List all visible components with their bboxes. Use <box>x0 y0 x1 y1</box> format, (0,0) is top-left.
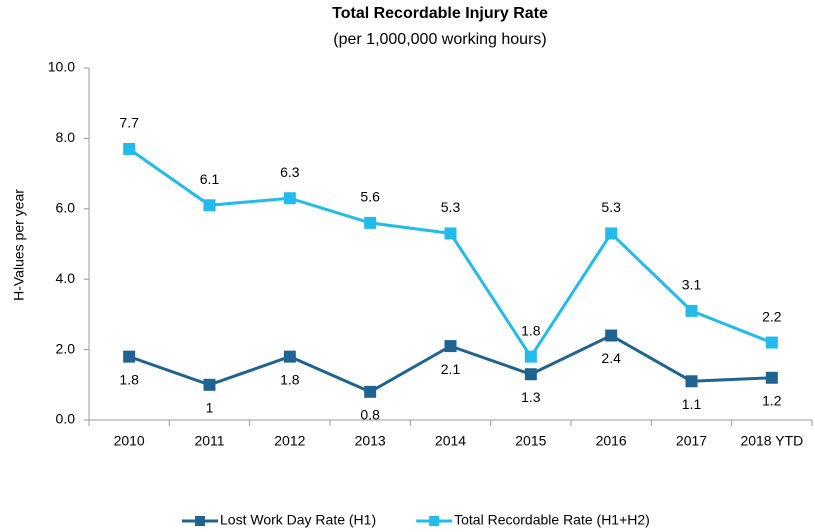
data-label: 5.3 <box>601 199 621 215</box>
point <box>685 375 698 388</box>
point <box>364 216 377 229</box>
x-tick-label: 2014 <box>435 433 466 449</box>
x-tick-label: 2018 YTD <box>740 433 803 449</box>
legend-marker <box>429 516 440 526</box>
point <box>364 385 377 398</box>
point <box>765 371 778 384</box>
y-tick-label: 0.0 <box>56 411 76 427</box>
y-tick-label: 10.0 <box>48 59 75 75</box>
data-label: 1 <box>206 400 214 416</box>
x-tick-label: 2010 <box>114 433 145 449</box>
chart-title: Total Recordable Injury Rate <box>332 5 548 22</box>
data-label: 1.8 <box>521 322 541 338</box>
data-label: 1.2 <box>762 392 782 408</box>
data-label: 1.3 <box>521 389 541 405</box>
data-label: 6.1 <box>200 171 220 187</box>
y-tick-label: 6.0 <box>56 200 76 216</box>
point <box>444 227 457 240</box>
legend-label: Total Recordable Rate (H1+H2) <box>454 512 650 528</box>
point <box>524 350 537 363</box>
point <box>605 329 618 342</box>
data-label: 0.8 <box>360 407 380 423</box>
point <box>123 142 136 155</box>
data-label: 6.3 <box>280 164 300 180</box>
series-line <box>128 147 773 360</box>
x-tick-label: 2013 <box>355 433 386 449</box>
chart-subtitle: (per 1,000,000 working hours) <box>333 31 546 48</box>
data-label: 3.1 <box>682 277 702 293</box>
x-tick-label: 2012 <box>274 433 305 449</box>
y-axis-label: H-Values per year <box>11 189 27 301</box>
point <box>283 350 296 363</box>
point <box>283 192 296 205</box>
data-label: 2.1 <box>441 361 461 377</box>
point <box>605 227 618 240</box>
x-tick-label: 2016 <box>596 433 627 449</box>
point <box>765 336 778 349</box>
point <box>524 368 537 381</box>
point <box>203 378 216 391</box>
x-tick-label: 2015 <box>515 433 546 449</box>
y-tick-label: 4.0 <box>56 270 76 286</box>
legend-label: Lost Work Day Rate (H1) <box>220 512 376 528</box>
point <box>123 350 136 363</box>
data-label: 1.1 <box>682 396 702 412</box>
y-tick-label: 2.0 <box>56 340 76 356</box>
data-label: 1.8 <box>280 371 300 387</box>
data-label: 5.6 <box>360 189 380 205</box>
data-label: 1.8 <box>119 371 139 387</box>
data-label: 2.4 <box>601 350 621 366</box>
y-tick-label: 8.0 <box>56 129 76 145</box>
point <box>685 304 698 317</box>
point <box>203 199 216 212</box>
data-label: 5.3 <box>441 199 461 215</box>
x-tick-label: 2017 <box>676 433 707 449</box>
data-label: 7.7 <box>119 115 139 131</box>
data-label: 2.2 <box>762 308 782 324</box>
legend-marker <box>195 516 205 526</box>
point <box>444 340 457 353</box>
x-tick-label: 2011 <box>194 433 224 449</box>
